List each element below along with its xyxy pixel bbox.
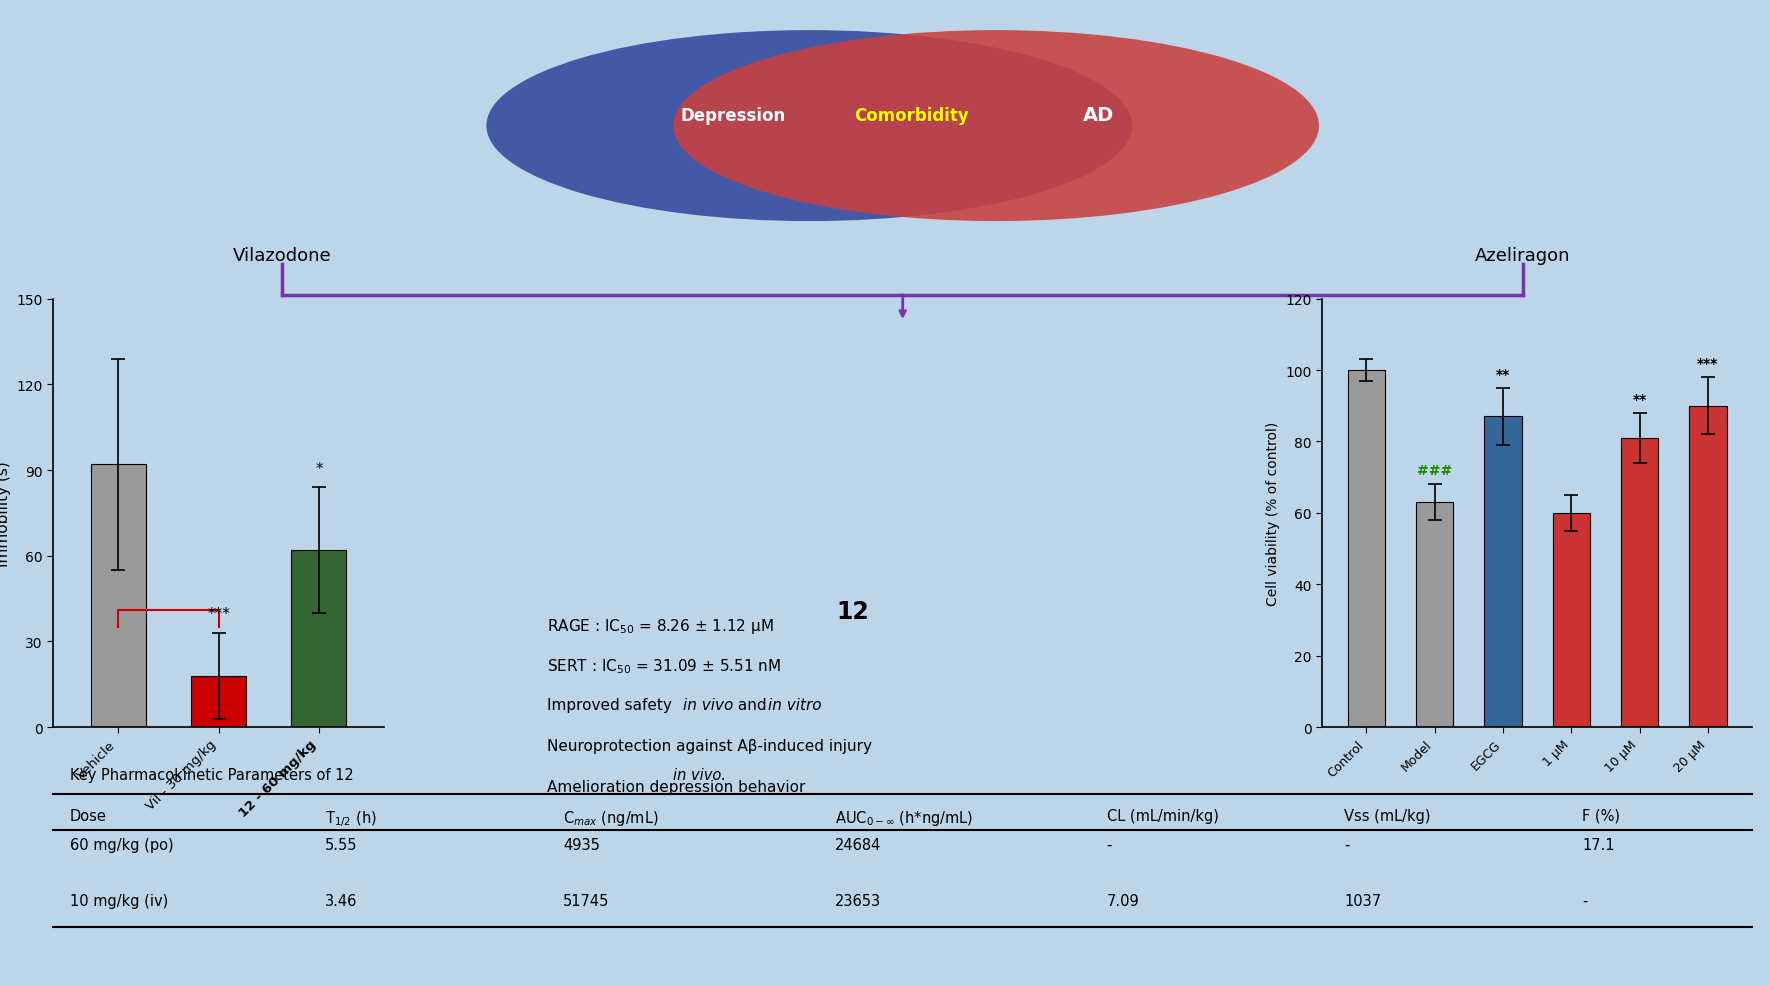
Text: T$_{1/2}$ (h): T$_{1/2}$ (h) xyxy=(326,808,377,828)
Text: 17.1: 17.1 xyxy=(1582,837,1614,852)
Text: in vitro: in vitro xyxy=(768,697,821,713)
Text: in vivo: in vivo xyxy=(683,697,733,713)
Text: -: - xyxy=(1582,893,1588,908)
Text: -: - xyxy=(1106,837,1112,852)
Text: Amelioration depression behavior: Amelioration depression behavior xyxy=(547,779,805,794)
Ellipse shape xyxy=(673,32,1319,222)
Text: Improved safety: Improved safety xyxy=(547,697,676,713)
Text: in vivo.: in vivo. xyxy=(673,767,726,783)
Text: *: * xyxy=(315,461,322,476)
Bar xyxy=(1347,371,1386,728)
Text: Azeliragon: Azeliragon xyxy=(1474,246,1570,264)
Text: 24684: 24684 xyxy=(835,837,881,852)
Bar xyxy=(90,464,145,728)
Text: C$_{max}$ (ng/mL): C$_{max}$ (ng/mL) xyxy=(563,808,658,827)
Bar xyxy=(1689,406,1728,728)
Text: 23653: 23653 xyxy=(835,893,881,908)
Y-axis label: Cell viability (% of control): Cell viability (% of control) xyxy=(1266,421,1280,605)
Text: **: ** xyxy=(1496,368,1510,382)
Text: ###: ### xyxy=(1418,463,1453,477)
Text: 3.46: 3.46 xyxy=(326,893,358,908)
Bar xyxy=(292,550,347,728)
Text: Vss (mL/kg): Vss (mL/kg) xyxy=(1345,808,1430,823)
Bar xyxy=(1621,439,1658,728)
Text: 1037: 1037 xyxy=(1345,893,1382,908)
Text: 60 mg/kg (po): 60 mg/kg (po) xyxy=(71,837,173,852)
Text: -: - xyxy=(1345,837,1351,852)
Bar xyxy=(1416,503,1453,728)
Text: 4935: 4935 xyxy=(563,837,600,852)
Text: 5.55: 5.55 xyxy=(326,837,358,852)
Text: 12: 12 xyxy=(837,599,869,623)
Text: AD: AD xyxy=(1083,106,1113,125)
Bar xyxy=(191,676,246,728)
Text: RAGE : IC$_{50}$ = 8.26 ± 1.12 μM: RAGE : IC$_{50}$ = 8.26 ± 1.12 μM xyxy=(547,616,773,635)
Text: Comorbidity: Comorbidity xyxy=(853,106,968,125)
Text: Vilazodone: Vilazodone xyxy=(234,246,331,264)
Text: AUC$_{0-\infty}$ (h*ng/mL): AUC$_{0-\infty}$ (h*ng/mL) xyxy=(835,808,974,827)
Text: Dose: Dose xyxy=(71,808,106,823)
Bar xyxy=(1552,514,1589,728)
Text: and: and xyxy=(733,697,772,713)
Ellipse shape xyxy=(487,32,1133,222)
Text: 10 mg/kg (iv): 10 mg/kg (iv) xyxy=(71,893,168,908)
Text: SERT : IC$_{50}$ = 31.09 ± 5.51 nM: SERT : IC$_{50}$ = 31.09 ± 5.51 nM xyxy=(547,657,781,675)
Text: 51745: 51745 xyxy=(563,893,609,908)
Text: ***: *** xyxy=(1697,357,1719,371)
Text: Key Pharmacokinetic Parameters of 12: Key Pharmacokinetic Parameters of 12 xyxy=(71,767,359,783)
Text: ***: *** xyxy=(207,606,230,622)
Text: Neuroprotection against Aβ-induced injury: Neuroprotection against Aβ-induced injur… xyxy=(547,739,873,753)
Text: 7.09: 7.09 xyxy=(1106,893,1140,908)
Text: **: ** xyxy=(1632,392,1646,406)
Text: Depression: Depression xyxy=(680,106,786,125)
Text: F (%): F (%) xyxy=(1582,808,1620,823)
Bar xyxy=(1485,417,1522,728)
Y-axis label: Immobility (s): Immobility (s) xyxy=(0,460,11,566)
Text: CL (mL/min/kg): CL (mL/min/kg) xyxy=(1106,808,1218,823)
